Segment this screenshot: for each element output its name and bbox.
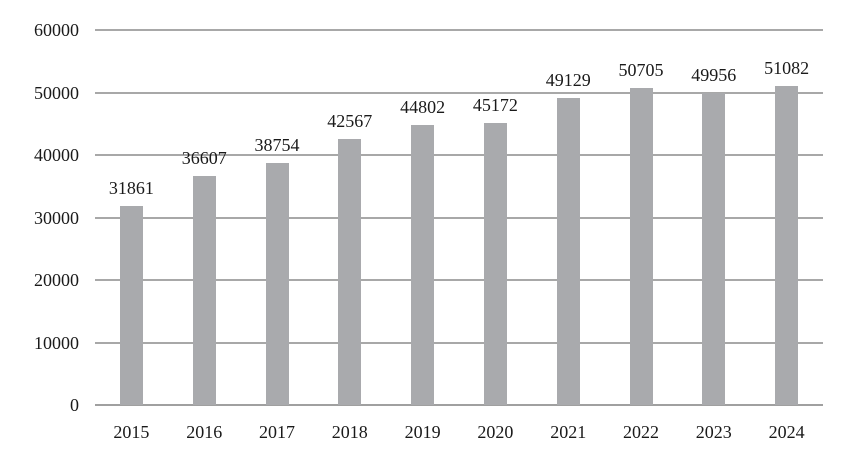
x-tick-label: 2024 xyxy=(768,422,805,442)
gridline xyxy=(95,216,823,219)
y-tick-label: 20000 xyxy=(34,270,79,290)
x-tick-label: 2020 xyxy=(477,422,514,442)
data-label: 49129 xyxy=(545,69,591,90)
data-label: 50705 xyxy=(618,60,664,81)
gridline xyxy=(95,279,823,281)
x-tick-label: 2022 xyxy=(623,422,659,442)
x-tick-label: 2021 xyxy=(550,422,587,442)
data-label: 31861 xyxy=(108,177,154,198)
data-label: 49956 xyxy=(691,64,737,85)
data-label: 38754 xyxy=(254,134,300,155)
y-tick-label: 50000 xyxy=(34,82,79,103)
bar-2022 xyxy=(629,88,653,405)
gridline xyxy=(95,29,823,31)
bar-2017 xyxy=(265,162,289,405)
x-tick-label: 2016 xyxy=(186,422,223,442)
data-label: 45172 xyxy=(472,94,518,115)
data-label: 44802 xyxy=(400,96,446,117)
data-label: 36607 xyxy=(181,148,227,169)
x-axis-line xyxy=(95,404,823,406)
gridline xyxy=(95,91,823,94)
y-tick-label: 0 xyxy=(70,395,79,415)
x-tick-label: 2019 xyxy=(404,422,441,442)
x-tick-label: 2023 xyxy=(695,422,732,442)
bar-2020 xyxy=(483,122,507,405)
bar-2024 xyxy=(775,85,799,405)
bar-2023 xyxy=(702,92,726,405)
y-tick-label: 30000 xyxy=(34,207,79,228)
bar-2018 xyxy=(338,138,362,405)
data-label: 51082 xyxy=(764,57,810,78)
x-tick-label: 2018 xyxy=(331,422,368,442)
bar-2019 xyxy=(411,124,435,405)
bar-2021 xyxy=(556,97,580,405)
x-tick-label: 2015 xyxy=(113,422,150,442)
x-tick-label: 2017 xyxy=(259,422,295,442)
bar-2016 xyxy=(192,176,216,405)
y-tick-label: 60000 xyxy=(34,20,79,40)
bar-2015 xyxy=(119,205,143,405)
gridline xyxy=(95,341,823,344)
data-label: 42567 xyxy=(327,110,373,131)
gridline xyxy=(95,154,823,156)
y-tick-label: 10000 xyxy=(34,332,79,353)
y-tick-label: 40000 xyxy=(34,145,79,165)
